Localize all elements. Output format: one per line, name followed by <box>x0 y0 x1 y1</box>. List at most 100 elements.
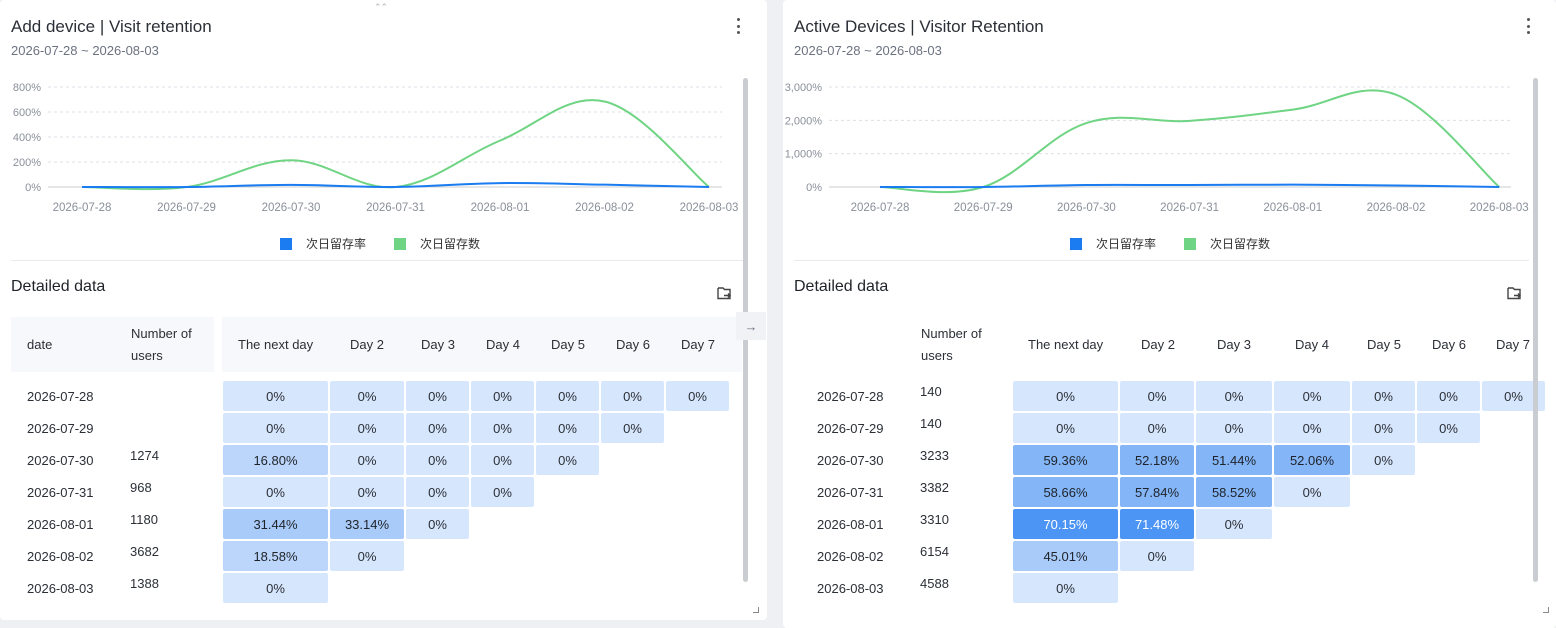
table-row: 2026-07-30 1274 16.80% 0% 0% 0% 0% <box>0 445 760 475</box>
retention-cell[interactable]: 58.52% <box>1196 477 1272 507</box>
retention-cell[interactable]: 0% <box>223 477 328 507</box>
series-line[interactable] <box>81 181 710 189</box>
resize-handle-icon[interactable] <box>753 607 759 613</box>
column-header[interactable]: Day 2 <box>350 337 384 352</box>
resize-handle-icon[interactable] <box>1543 607 1549 613</box>
retention-cell[interactable]: 0% <box>406 509 469 539</box>
column-header[interactable]: Number of users <box>921 325 982 363</box>
retention-cell[interactable]: 0% <box>1417 381 1480 411</box>
retention-cell[interactable]: 0% <box>1120 381 1194 411</box>
retention-cell[interactable]: 0% <box>330 477 404 507</box>
table-row: 2026-08-03 1388 0% <box>0 573 760 603</box>
retention-cell[interactable]: 0% <box>406 445 469 475</box>
scroll-right-handle[interactable]: → <box>736 312 766 340</box>
retention-cell[interactable]: 0% <box>406 477 469 507</box>
row-users: 6154 <box>920 543 949 559</box>
retention-cell[interactable]: 0% <box>471 445 534 475</box>
legend-item-count[interactable]: 次日留存数 <box>1184 235 1270 252</box>
retention-cell[interactable]: 45.01% <box>1013 541 1118 571</box>
retention-cell[interactable]: 0% <box>1417 413 1480 443</box>
retention-cell[interactable]: 0% <box>536 381 599 411</box>
drag-grip-icon[interactable]: ⌃⌃ <box>374 2 388 12</box>
column-header[interactable]: The next day <box>1028 337 1104 352</box>
retention-cell[interactable]: 0% <box>1120 413 1194 443</box>
column-header[interactable]: Day 6 <box>1432 337 1466 352</box>
series-line[interactable] <box>81 99 710 191</box>
retention-cell[interactable]: 0% <box>471 381 534 411</box>
column-header[interactable]: Day 5 <box>551 337 585 352</box>
retention-cell[interactable]: 0% <box>601 413 664 443</box>
more-options-icon[interactable] <box>732 16 744 36</box>
table-row: 2026-08-01 3310 70.15% 71.48% 0% <box>783 509 1543 539</box>
retention-cell[interactable]: 0% <box>1196 381 1272 411</box>
series-line[interactable] <box>879 183 1500 189</box>
series-line[interactable] <box>879 89 1500 194</box>
retention-cell[interactable]: 0% <box>1352 413 1415 443</box>
more-options-icon[interactable] <box>1522 16 1534 36</box>
legend-swatch <box>394 237 407 250</box>
retention-cell[interactable]: 0% <box>601 381 664 411</box>
retention-cell[interactable]: 31.44% <box>223 509 328 539</box>
column-header[interactable]: The next day <box>238 337 314 352</box>
retention-cell[interactable]: 0% <box>330 445 404 475</box>
column-header[interactable]: Number of users <box>131 325 192 363</box>
retention-cell[interactable]: 51.44% <box>1196 445 1272 475</box>
retention-cell[interactable]: 0% <box>1013 381 1118 411</box>
export-icon[interactable] <box>715 284 733 302</box>
header-gap <box>214 317 222 372</box>
retention-cell[interactable]: 0% <box>536 445 599 475</box>
retention-cell[interactable]: 57.84% <box>1120 477 1194 507</box>
retention-cell[interactable]: 0% <box>471 413 534 443</box>
retention-cell[interactable]: 0% <box>223 573 328 603</box>
column-header[interactable]: Day 6 <box>616 337 650 352</box>
retention-cell[interactable]: 58.66% <box>1013 477 1118 507</box>
retention-cell[interactable]: 0% <box>1196 413 1272 443</box>
retention-cell[interactable]: 0% <box>1013 573 1118 603</box>
column-header[interactable]: Day 2 <box>1141 337 1175 352</box>
retention-cell[interactable]: 0% <box>1352 445 1415 475</box>
retention-cell[interactable]: 0% <box>1196 509 1272 539</box>
column-header[interactable]: Day 3 <box>1217 337 1251 352</box>
retention-cell[interactable]: 71.48% <box>1120 509 1194 539</box>
retention-cell[interactable]: 0% <box>1120 541 1194 571</box>
column-header[interactable]: Day 7 <box>1496 337 1530 352</box>
vertical-scrollbar[interactable] <box>1533 78 1538 582</box>
retention-cell[interactable]: 0% <box>330 381 404 411</box>
row-date: 2026-07-31 <box>817 484 884 500</box>
column-header[interactable]: Day 3 <box>421 337 455 352</box>
column-header[interactable]: Day 4 <box>486 337 520 352</box>
retention-cell[interactable]: 0% <box>1274 413 1350 443</box>
retention-cell[interactable]: 52.18% <box>1120 445 1194 475</box>
retention-cell[interactable]: 0% <box>406 381 469 411</box>
column-header[interactable]: date <box>27 337 53 352</box>
retention-cell[interactable]: 0% <box>666 381 729 411</box>
column-header[interactable]: Day 4 <box>1295 337 1329 352</box>
legend-item-rate[interactable]: 次日留存率 <box>280 235 366 252</box>
retention-cell[interactable]: 0% <box>1013 413 1118 443</box>
retention-cell[interactable]: 33.14% <box>330 509 404 539</box>
table-row: 2026-07-28 0% 0% 0% 0% 0% 0% 0% <box>0 381 760 411</box>
retention-cell[interactable]: 18.58% <box>223 541 328 571</box>
retention-cell[interactable]: 52.06% <box>1274 445 1350 475</box>
retention-cell[interactable]: 0% <box>1352 381 1415 411</box>
retention-cell[interactable]: 59.36% <box>1013 445 1118 475</box>
legend-item-count[interactable]: 次日留存数 <box>394 235 480 252</box>
retention-cell[interactable]: 0% <box>1274 381 1350 411</box>
column-header[interactable]: Day 7 <box>681 337 715 352</box>
retention-cell[interactable]: 16.80% <box>223 445 328 475</box>
retention-cell[interactable]: 70.15% <box>1013 509 1118 539</box>
export-icon[interactable] <box>1505 284 1523 302</box>
retention-cell[interactable]: 0% <box>406 413 469 443</box>
legend-item-rate[interactable]: 次日留存率 <box>1070 235 1156 252</box>
row-date: 2026-08-01 <box>27 516 94 532</box>
retention-cell[interactable]: 0% <box>330 541 404 571</box>
retention-cell[interactable]: 0% <box>536 413 599 443</box>
x-tick-label: 2026-07-31 <box>366 202 425 214</box>
x-tick-label: 2026-08-03 <box>1470 202 1529 214</box>
retention-cell[interactable]: 0% <box>223 381 328 411</box>
retention-cell[interactable]: 0% <box>330 413 404 443</box>
retention-cell[interactable]: 0% <box>471 477 534 507</box>
retention-cell[interactable]: 0% <box>223 413 328 443</box>
column-header[interactable]: Day 5 <box>1367 337 1401 352</box>
retention-cell[interactable]: 0% <box>1274 477 1350 507</box>
